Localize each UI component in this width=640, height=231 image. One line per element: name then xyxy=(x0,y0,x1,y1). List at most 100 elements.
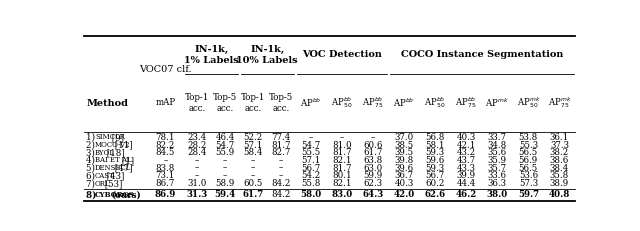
Text: 56.9: 56.9 xyxy=(519,156,538,165)
Text: 34.8: 34.8 xyxy=(488,141,507,150)
Text: 58.9: 58.9 xyxy=(216,179,235,188)
Text: 39.6: 39.6 xyxy=(394,164,413,173)
Text: Top-5
acc.: Top-5 acc. xyxy=(213,93,237,112)
Text: 54.7: 54.7 xyxy=(216,141,235,150)
Text: AP$^{\mathit{bb}}_{50}$: AP$^{\mathit{bb}}_{50}$ xyxy=(331,95,353,110)
Text: 55.8: 55.8 xyxy=(301,179,321,188)
Text: –: – xyxy=(223,164,227,173)
Text: BYOL: BYOL xyxy=(95,149,115,157)
Text: 82.7: 82.7 xyxy=(271,148,291,157)
Text: 33.7: 33.7 xyxy=(488,133,507,142)
Text: 86.9: 86.9 xyxy=(155,190,176,199)
Text: 31.3: 31.3 xyxy=(187,190,208,199)
Text: 62.3: 62.3 xyxy=(364,179,383,188)
Text: 60.5: 60.5 xyxy=(243,179,263,188)
Text: 39.5: 39.5 xyxy=(394,148,413,157)
Text: 35.8: 35.8 xyxy=(550,171,569,180)
Text: SIMCLR: SIMCLR xyxy=(95,133,125,141)
Text: 28.4: 28.4 xyxy=(188,148,207,157)
Text: 38.2: 38.2 xyxy=(550,148,569,157)
Text: 35.9: 35.9 xyxy=(488,156,507,165)
Text: VOC07 clf.: VOC07 clf. xyxy=(139,65,191,74)
Text: Top-1
acc.: Top-1 acc. xyxy=(185,93,209,112)
Text: 58.1: 58.1 xyxy=(426,141,445,150)
Text: 38.0: 38.0 xyxy=(486,190,508,199)
Text: CYBORGS: CYBORGS xyxy=(95,191,134,199)
Text: AP$^{\mathit{mk}}_{75}$: AP$^{\mathit{mk}}_{75}$ xyxy=(548,95,572,110)
Text: 54.2: 54.2 xyxy=(301,171,321,180)
Text: AP$^{\mathit{bb}}_{75}$: AP$^{\mathit{bb}}_{75}$ xyxy=(362,95,383,110)
Text: 62.6: 62.6 xyxy=(424,190,445,199)
Text: –: – xyxy=(279,156,284,165)
Text: [11]: [11] xyxy=(111,141,132,150)
Text: [9]: [9] xyxy=(109,133,124,142)
Text: –: – xyxy=(223,156,227,165)
Text: –: – xyxy=(340,133,344,142)
Text: Top-1
acc.: Top-1 acc. xyxy=(241,93,266,112)
Text: –: – xyxy=(251,156,255,165)
Text: 37.0: 37.0 xyxy=(394,133,413,142)
Text: 82.1: 82.1 xyxy=(332,156,351,165)
Text: 43.2: 43.2 xyxy=(456,148,476,157)
Text: –: – xyxy=(195,164,200,173)
Text: –: – xyxy=(251,164,255,173)
Text: 59.6: 59.6 xyxy=(426,156,445,165)
Text: 78.1: 78.1 xyxy=(156,133,175,142)
Text: 59.7: 59.7 xyxy=(518,190,539,199)
Text: AP$^{\mathit{mk}}_{50}$: AP$^{\mathit{mk}}_{50}$ xyxy=(516,95,540,110)
Text: 59.4: 59.4 xyxy=(214,190,236,199)
Text: AP$^{\mathit{bb}}$: AP$^{\mathit{bb}}$ xyxy=(300,97,321,109)
Text: –: – xyxy=(223,171,227,180)
Text: AP$^{\mathit{mk}}$: AP$^{\mathit{mk}}$ xyxy=(485,97,509,109)
Text: 35.6: 35.6 xyxy=(488,148,507,157)
Text: 52.2: 52.2 xyxy=(244,133,263,142)
Text: 7): 7) xyxy=(86,179,98,188)
Text: 38.9: 38.9 xyxy=(550,179,569,188)
Text: 56.8: 56.8 xyxy=(426,133,445,142)
Text: 86.7: 86.7 xyxy=(156,179,175,188)
Text: 1): 1) xyxy=(86,133,98,142)
Text: 59.9: 59.9 xyxy=(364,171,383,180)
Text: 61.7: 61.7 xyxy=(364,148,383,157)
Text: 84.2: 84.2 xyxy=(271,190,291,199)
Text: 23.4: 23.4 xyxy=(188,133,207,142)
Text: COCO Instance Segmentation: COCO Instance Segmentation xyxy=(401,50,563,59)
Text: CAST: CAST xyxy=(95,172,115,180)
Text: 36.1: 36.1 xyxy=(550,133,569,142)
Text: 53.8: 53.8 xyxy=(519,133,538,142)
Text: BAI ET AL.: BAI ET AL. xyxy=(95,156,134,164)
Text: 82.1: 82.1 xyxy=(332,179,351,188)
Text: 59.3: 59.3 xyxy=(426,164,445,173)
Text: 81.7: 81.7 xyxy=(271,141,291,150)
Text: 4): 4) xyxy=(86,156,98,165)
Text: 57.1: 57.1 xyxy=(301,156,321,165)
Text: 40.3: 40.3 xyxy=(394,179,413,188)
Text: 58.4: 58.4 xyxy=(243,148,263,157)
Text: 53.6: 53.6 xyxy=(519,171,538,180)
Text: –: – xyxy=(371,133,375,142)
Text: 42.0: 42.0 xyxy=(394,190,415,199)
Text: –: – xyxy=(195,171,200,180)
Text: 63.0: 63.0 xyxy=(364,164,383,173)
Text: Method: Method xyxy=(86,99,129,108)
Text: AP$^{\mathit{bb}}_{50}$: AP$^{\mathit{bb}}_{50}$ xyxy=(424,95,446,110)
Text: –: – xyxy=(163,156,168,165)
Text: 83.8: 83.8 xyxy=(156,164,175,173)
Text: 42.1: 42.1 xyxy=(456,141,476,150)
Text: 73.1: 73.1 xyxy=(156,171,175,180)
Text: –: – xyxy=(308,133,313,142)
Text: IN-1k,
1% Labels: IN-1k, 1% Labels xyxy=(184,45,239,64)
Text: 63.8: 63.8 xyxy=(364,156,383,165)
Text: 57.1: 57.1 xyxy=(243,141,263,150)
Text: –: – xyxy=(279,171,284,180)
Text: 56.5: 56.5 xyxy=(519,164,538,173)
Text: 39.9: 39.9 xyxy=(456,171,476,180)
Text: 8): 8) xyxy=(86,190,99,199)
Text: 55.5: 55.5 xyxy=(301,148,321,157)
Text: IN-1k,
10% Labels: IN-1k, 10% Labels xyxy=(236,45,298,64)
Text: 3): 3) xyxy=(86,148,97,157)
Text: MOCO-V2: MOCO-V2 xyxy=(95,141,131,149)
Text: 81.7: 81.7 xyxy=(332,148,351,157)
Text: AP$^{\mathit{bb}}_{75}$: AP$^{\mathit{bb}}_{75}$ xyxy=(456,95,477,110)
Text: –: – xyxy=(279,164,284,173)
